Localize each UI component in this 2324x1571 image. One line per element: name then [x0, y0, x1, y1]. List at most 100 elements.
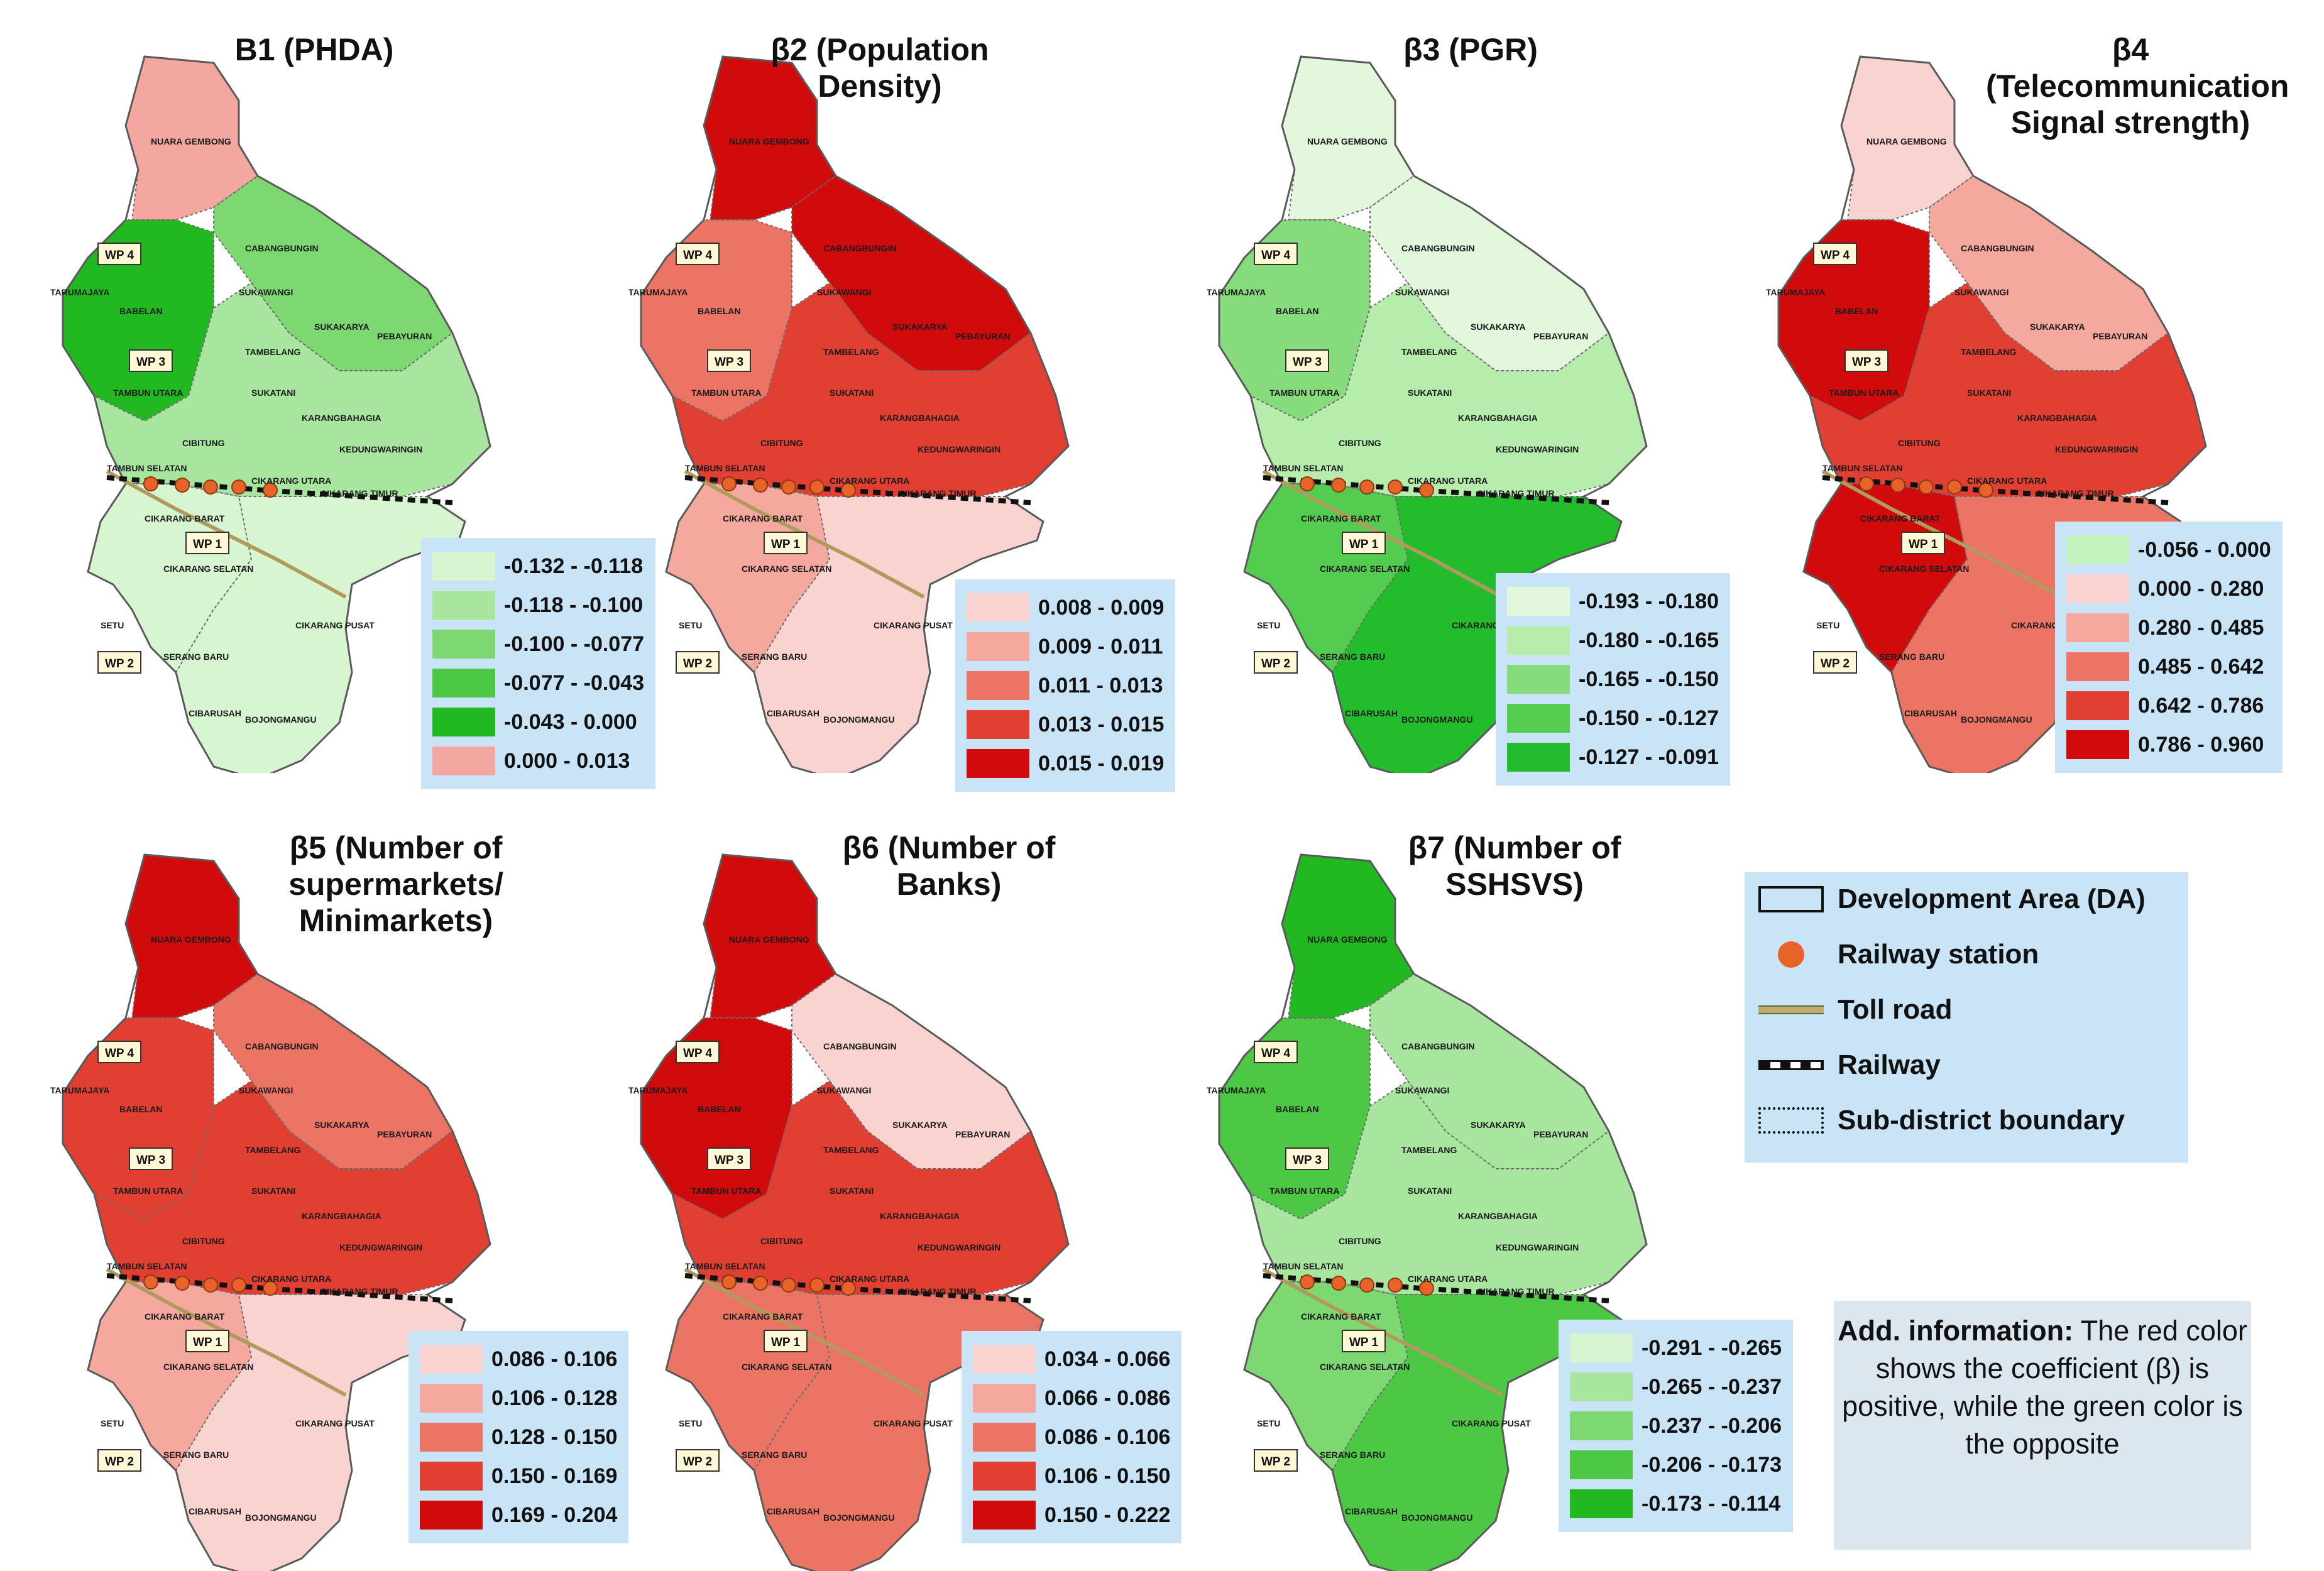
map-panel: NUARA GEMBONG CABANGBUNGIN TARUMAJAYA BABEL…	[1741, 19, 2306, 773]
key-railway-station: Railway station	[1756, 939, 2039, 970]
sub-district-label: NUARA GEMBONG	[1307, 934, 1388, 944]
legend-row: -0.043 - 0.000	[432, 703, 644, 742]
wp-badge	[1342, 532, 1386, 554]
wp-label: WP 1	[771, 538, 801, 551]
railway-station-marker	[1890, 478, 1905, 493]
legend-range-label: -0.118 - -0.100	[504, 593, 644, 617]
sub-district-label: CIKARANG BARAT	[145, 513, 225, 523]
sub-district-label: TAMBELANG	[1961, 347, 2017, 357]
sub-district-label: KEDUNGWARINGIN	[339, 1242, 422, 1252]
sub-district-label: CIKARANG BARAT	[723, 1311, 803, 1322]
map-svg: NUARA GEMBONG CABANGBUNGIN TARUMAJAYA BABEL…	[50, 55, 491, 773]
panel-title-line: Signal strength)	[2010, 105, 2250, 140]
sub-district-label: KARANGBAHAGIA	[880, 1211, 960, 1221]
legend-row: 0.280 - 0.485	[2066, 608, 2271, 647]
sub-district-label: SERANG BARU	[163, 652, 229, 662]
legend-swatch	[967, 710, 1029, 739]
wp-badge	[1342, 1330, 1386, 1352]
sub-district-label: TAMBUN SELATAN	[685, 1261, 765, 1271]
railway-station-marker	[1419, 483, 1434, 498]
railway-icon	[1758, 1060, 1824, 1070]
railway-station-marker	[1388, 1278, 1403, 1293]
legend-range-label: 0.000 - 0.280	[2138, 576, 2264, 601]
info-text: The red color shows the coefficient (β) …	[1842, 1315, 2247, 1460]
panel-title-line: β3 (PGR)	[1403, 32, 1538, 67]
legend-range-label: 0.106 - 0.150	[1044, 1464, 1171, 1488]
legend-swatch	[2066, 730, 2129, 759]
legend-row: 0.009 - 0.011	[967, 627, 1164, 666]
wp-label: WP 2	[683, 657, 712, 671]
coefficient-legend: 0.034 - 0.066 0.066 - 0.086 0.086 - 0.106 0…	[962, 1331, 1182, 1543]
legend-range-label: 0.009 - 0.011	[1038, 634, 1163, 659]
legend-row: -0.100 - -0.077	[432, 625, 644, 664]
panel-title: β4 (Telecommunication Signal strength)	[1986, 31, 2289, 141]
key-toll-road: Toll road	[1756, 994, 1953, 1026]
sub-district-zone	[1249, 282, 1648, 497]
sub-district-label: TAMBELANG	[823, 347, 879, 357]
map-svg: NUARA GEMBONG CABANGBUNGIN TARUMAJAYA BABEL…	[628, 853, 1070, 1571]
wp-badge	[1285, 1147, 1329, 1170]
panel-title-line: β5 (Number of	[289, 830, 503, 865]
railway-station-icon	[1778, 941, 1804, 968]
wp-label: WP 4	[1821, 249, 1850, 262]
map-svg: NUARA GEMBONG CABANGBUNGIN TARUMAJAYA BABEL…	[1207, 55, 1648, 773]
sub-district-label: TAMBELANG	[245, 347, 301, 357]
sub-district-label: TAMBUN UTARA	[113, 388, 183, 398]
map-panel: NUARA GEMBONG CABANGBUNGIN TARUMAJAYA BABEL…	[603, 19, 1176, 792]
sub-district-label: CIKARANG SELATAN	[1879, 564, 1969, 574]
wp-label: WP 4	[1261, 1047, 1291, 1060]
sub-district-label: SERANG BARU	[742, 1450, 807, 1460]
sub-district-label: SUKATANI	[1408, 388, 1452, 398]
wp-label: WP 3	[1852, 356, 1881, 369]
sub-district-label: BOJONGMANGU	[1401, 714, 1473, 725]
legend-range-label: 0.106 - 0.128	[491, 1386, 618, 1410]
railway-station-marker	[1419, 1281, 1434, 1296]
legend-range-label: 0.008 - 0.009	[1038, 595, 1165, 620]
legend-swatch	[432, 630, 495, 659]
map-panel: NUARA GEMBONG CABANGBUNGIN TARUMAJAYA BABEL…	[1181, 19, 1747, 786]
sub-district-label: TAMBUN UTARA	[1269, 1186, 1339, 1196]
regency-outline	[1218, 55, 1648, 773]
panel-title-line: B1 (PHDA)	[234, 32, 394, 67]
info-heading: Add. information:	[1838, 1315, 2074, 1347]
legend-row: 0.150 - 0.222	[973, 1496, 1170, 1535]
sub-district-label: SERANG BARU	[163, 1450, 229, 1460]
legend-row: 0.485 - 0.642	[2066, 647, 2271, 686]
legend-swatch	[432, 552, 495, 581]
panel-title-line: β4	[2112, 32, 2149, 67]
sub-district-label: NUARA GEMBONG	[151, 136, 231, 146]
legend-row: 0.786 - 0.960	[2066, 725, 2271, 764]
wp-badge	[1254, 1041, 1298, 1063]
legend-range-label: -0.193 - -0.180	[1579, 589, 1719, 613]
legend-row: -0.173 - -0.114	[1570, 1484, 1782, 1523]
coefficient-legend: -0.291 - -0.265 -0.265 - -0.237 -0.237 - -…	[1559, 1320, 1794, 1532]
regency-outline	[640, 853, 1070, 1571]
railway-station-marker	[753, 1276, 768, 1291]
legend-swatch	[1570, 1411, 1633, 1440]
railway-station-marker	[809, 479, 825, 495]
legend-range-label: 0.150 - 0.222	[1044, 1503, 1171, 1527]
legend-row: -0.077 - -0.043	[432, 664, 644, 703]
sub-district-label: CIBARUSAH	[1345, 708, 1398, 718]
wp-label: WP 4	[683, 249, 713, 262]
legend-row: 0.000 - 0.013	[432, 742, 644, 780]
railway-station-marker	[1359, 479, 1374, 495]
sub-district-label: BOJONGMANGU	[823, 1513, 895, 1523]
sub-district-label: BABELAN	[1835, 306, 1878, 316]
legend-range-label: -0.056 - 0.000	[2138, 537, 2271, 562]
wp-badge	[1285, 349, 1329, 372]
wp-label: WP 1	[771, 1336, 801, 1349]
sub-district-label: SUKAKARYA	[2030, 322, 2085, 332]
railway-station-marker	[841, 1281, 856, 1296]
wp-badge	[129, 1147, 173, 1170]
panel-title-line: supermarkets/	[288, 867, 503, 902]
legend-range-label: 0.128 - 0.150	[491, 1425, 618, 1449]
additional-information-box: Add. information: The red color shows th…	[1834, 1301, 2251, 1550]
wp-badge	[1254, 1449, 1298, 1472]
sub-district-label: CIKARANG BARAT	[723, 513, 803, 523]
legend-range-label: 0.034 - 0.066	[1044, 1347, 1171, 1371]
legend-row: -0.118 - -0.100	[432, 586, 644, 625]
railway-station-marker	[781, 479, 796, 495]
panel-title: β5 (Number of supermarkets/Minimarkets)	[251, 829, 540, 939]
sub-district-label: CABANGBUNGIN	[1401, 243, 1475, 253]
